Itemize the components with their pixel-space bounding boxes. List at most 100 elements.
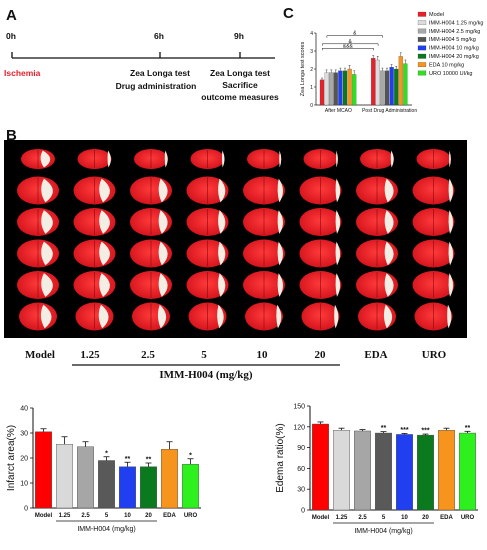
infarct-region [335,210,341,234]
bar [119,466,136,509]
c-legend-swatch [417,45,427,51]
brain-slice [356,239,398,268]
bar [98,460,115,509]
bar [459,432,476,511]
category-label: 10 [401,515,408,521]
significance-mark: ** [381,425,387,432]
c-bar [371,58,376,106]
c-legend-swatch [417,70,427,76]
c-bar [380,70,385,106]
brain-slice [186,176,229,205]
brain-slice [17,239,59,268]
infarct-region [276,304,282,329]
brain-slice [186,239,229,268]
c-bar [342,70,348,106]
infarct-region [99,241,110,266]
bar [417,434,434,511]
brain-slice [303,149,338,169]
brain-slice [360,149,394,169]
category-label: URO [184,513,198,519]
bar [396,434,413,511]
dose-label: 2.5 [141,349,155,361]
brain-slice [412,176,455,205]
category-label: 20 [145,513,152,519]
c-legend-label: IMM-H004 1.25 mg/kg [429,20,483,26]
c-category-label: After MCAO [325,108,352,114]
infarct-region [383,304,393,329]
bar [354,430,371,511]
infarct-region [335,241,341,266]
c-bracket [322,43,379,46]
category-label: 10 [124,513,131,519]
label-6h-line1: Zea Longa test [130,68,190,78]
dose-label: 10 [257,349,269,361]
infarct-region [41,241,53,266]
infarct-region [158,210,168,234]
brain-slice [301,302,340,331]
brain-slice [245,302,283,331]
brain-slice [132,302,170,331]
brain-slice [77,149,112,169]
edema-ratio-chart: 0 30 60 90 120 150 Edema ratio(%) Model 1.25 2.5 *… [275,404,478,535]
infarct-region [218,178,226,203]
infarct-region [336,150,338,168]
infarct-region [41,210,53,234]
infarct-region [448,178,454,203]
c-legend-label: URO 10000 UI/kg [429,71,472,77]
ytick-label: 10 [20,481,28,488]
c-legend-label: IMM-H004 10 mg/kg [429,46,479,52]
infarct-region [390,150,394,168]
infarct-region [107,150,111,168]
bar [375,432,392,511]
category-label: URO [461,515,475,521]
infarct-region [40,150,51,168]
significance-mark: * [189,452,192,459]
brain-slice [17,176,59,205]
bar [161,449,178,509]
brain-slice [243,271,285,299]
brain-slice [190,149,225,169]
c-bar [338,70,343,106]
c-legend-label: EDA 10 mg/kg [429,62,464,68]
panel-a: A 0h 6h 9h Ischemia Zea Longa test Drug … [4,7,279,102]
brain-slice [73,239,116,268]
infarct-region [384,210,394,234]
panel-c-letter: C [283,5,294,22]
brain-slice [186,208,229,236]
significance-mark: ** [125,456,131,463]
category-label: Model [312,515,330,521]
infarct-region [447,304,452,329]
ytick-label: 30 [20,431,28,438]
category-label: 2.5 [81,513,90,519]
infarct-region [41,273,53,297]
c-ytick-label: 4 [310,31,313,37]
infarct-region [277,178,284,203]
infarct-region [158,241,168,266]
dose-label: Model [25,349,55,361]
c-annotation: & [353,31,357,37]
brain-slice [130,239,172,268]
brain-slice [130,176,172,205]
category-label: 2.5 [358,515,367,521]
category-label: 5 [105,513,109,519]
brain-slice [414,302,453,331]
infarct-region [384,178,394,203]
infarct-region [449,150,451,168]
bar [182,464,199,509]
infarct-region [448,241,454,266]
c-bar [389,67,394,106]
c-legend-swatch [417,62,427,68]
time-9h: 9h [234,31,244,41]
brain-slice [21,149,55,169]
label-9h-line2: Sacrifice [222,80,258,90]
dose-label: URO [422,349,447,361]
c-bracket [322,48,374,51]
ytick-label: 0 [301,508,305,515]
brain-slice [247,149,282,169]
brain-slice [356,176,398,205]
brain-slice [75,302,114,331]
c-legend-label: IMM-H004 2.5 mg/kg [429,29,480,35]
infarct-region [218,273,226,297]
brain-slice [17,208,59,236]
